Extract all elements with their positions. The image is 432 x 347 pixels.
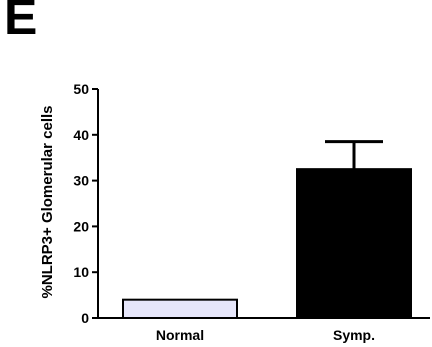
category-labels: Normal Symp. <box>156 327 375 343</box>
y-tick-label: 30 <box>73 173 89 189</box>
y-tick-label: 40 <box>73 127 89 143</box>
panel-label: E <box>4 0 38 45</box>
y-axis-title-group: %NLRP3+ Glomerular cells <box>39 106 56 299</box>
y-tick-label: 10 <box>73 264 89 280</box>
y-ticks: 0 10 20 30 40 50 <box>73 81 98 326</box>
y-axis-title: %NLRP3+ Glomerular cells <box>39 106 56 299</box>
y-tick-label: 50 <box>73 81 89 97</box>
bars <box>122 140 412 319</box>
y-tick-label: 20 <box>73 218 89 234</box>
category-label: Symp. <box>333 327 375 343</box>
bar-normal <box>122 298 238 319</box>
category-label: Normal <box>156 327 204 343</box>
bar-symp <box>296 168 412 319</box>
y-tick-label: 0 <box>81 310 89 326</box>
